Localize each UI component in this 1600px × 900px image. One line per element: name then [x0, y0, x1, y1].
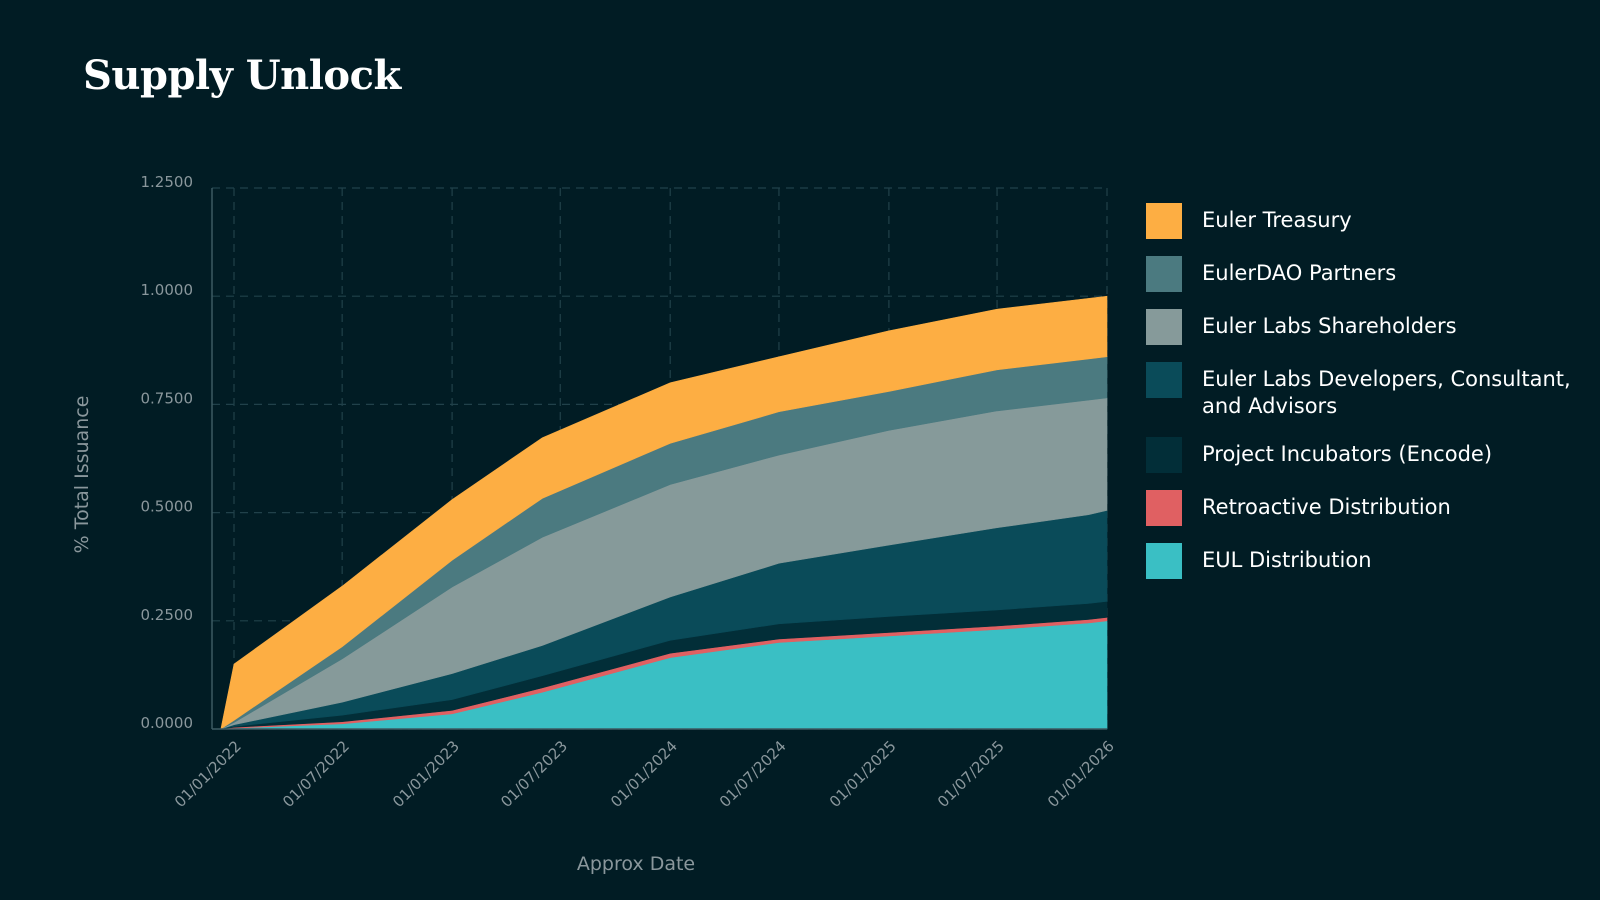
legend-label: EulerDAO Partners	[1202, 261, 1397, 285]
y-tick-labels: 0.0000 0.2500 0.5000 0.7500 1.0000 1.2500	[141, 173, 194, 732]
legend-label: Retroactive Distribution	[1202, 495, 1451, 519]
x-tick-label: 01/07/2023	[497, 737, 571, 811]
legend: Euler Treasury EulerDAO Partners Euler Lab…	[1146, 203, 1586, 596]
legend-label: EUL Distribution	[1202, 548, 1372, 572]
series-areas	[220, 295, 1108, 730]
y-tick-label: 1.0000	[141, 281, 194, 299]
x-tick-labels: 01/01/2022 01/07/2022 01/01/2023 01/07/2023…	[171, 737, 1118, 811]
legend-item: Euler Treasury	[1146, 203, 1586, 239]
legend-swatch	[1146, 203, 1182, 239]
legend-swatch	[1146, 362, 1182, 398]
y-tick-label: 0.5000	[141, 498, 194, 516]
legend-item: Euler Labs Shareholders	[1146, 309, 1586, 345]
x-tick-label: 01/01/2025	[826, 737, 900, 811]
legend-label: Project Incubators (Encode)	[1202, 442, 1493, 466]
legend-item: Retroactive Distribution	[1146, 490, 1586, 526]
x-tick-label: 01/01/2022	[171, 737, 245, 811]
y-tick-label: 0.0000	[141, 714, 194, 732]
y-tick-label: 0.7500	[141, 389, 194, 407]
legend-item: Euler Labs Developers, Consultant, and A…	[1146, 362, 1586, 420]
x-tick-label: 01/07/2022	[279, 737, 353, 811]
stacked-area-chart: 0.0000 0.2500 0.5000 0.7500 1.0000 1.2500 01/…	[71, 173, 1118, 875]
x-axis-label: Approx Date	[577, 853, 695, 875]
area-euler-treasury	[220, 295, 1108, 730]
legend-item: EUL Distribution	[1146, 543, 1586, 579]
x-tick-label: 01/07/2024	[716, 737, 790, 811]
y-tick-label: 0.2500	[141, 606, 194, 624]
page-title: Supply Unlock	[83, 52, 401, 99]
legend-swatch	[1146, 256, 1182, 292]
legend-swatch	[1146, 490, 1182, 526]
y-tick-label: 1.2500	[141, 173, 194, 191]
x-tick-label: 01/01/2024	[607, 737, 681, 811]
legend-label: Euler Labs Shareholders	[1202, 314, 1457, 338]
x-tick-label: 01/07/2025	[934, 737, 1008, 811]
legend-swatch	[1146, 437, 1182, 473]
y-axis-label: % Total Issuance	[71, 396, 93, 554]
legend-swatch	[1146, 543, 1182, 579]
legend-item: Project Incubators (Encode)	[1146, 437, 1586, 473]
legend-swatch	[1146, 309, 1182, 345]
legend-label: Euler Labs Developers, Consultant, and A…	[1202, 367, 1571, 418]
legend-item: EulerDAO Partners	[1146, 256, 1586, 292]
legend-label: Euler Treasury	[1202, 208, 1352, 232]
x-tick-label: 01/01/2026	[1044, 737, 1118, 811]
x-tick-label: 01/01/2023	[389, 737, 463, 811]
